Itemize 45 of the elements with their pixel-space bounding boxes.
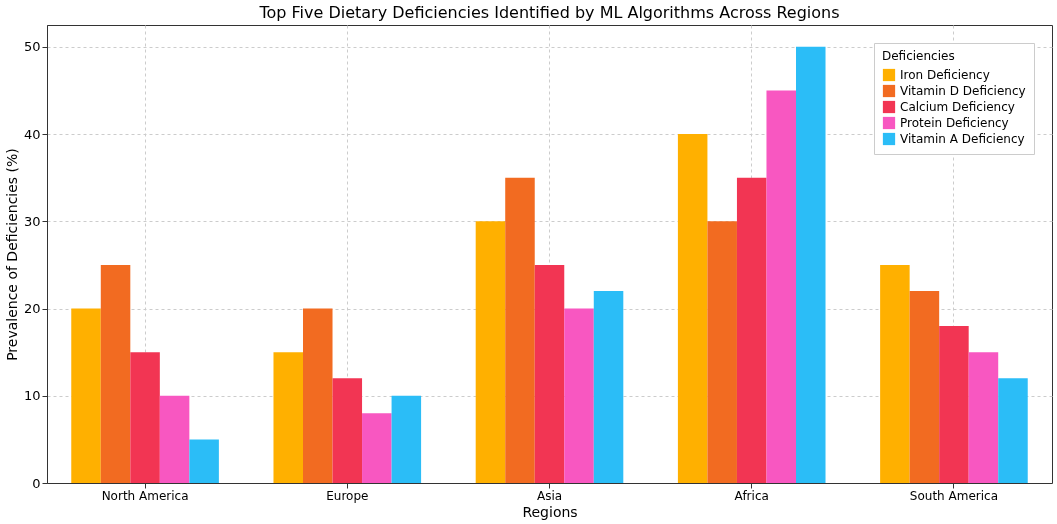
bar xyxy=(100,264,131,483)
y-tick-label: 0 xyxy=(32,475,41,491)
bar xyxy=(707,221,737,483)
legend-title: Deficiencies xyxy=(882,49,955,63)
y-tick-label: 10 xyxy=(23,388,41,404)
bar xyxy=(303,308,333,483)
bar xyxy=(564,308,594,483)
bar xyxy=(332,378,363,483)
bar xyxy=(189,439,219,483)
legend-label: Iron Deficiency xyxy=(900,68,990,82)
bar xyxy=(391,395,422,483)
bar xyxy=(130,352,160,483)
y-tick-label: 50 xyxy=(23,39,41,55)
bar xyxy=(766,90,796,483)
bar xyxy=(939,325,969,483)
bar xyxy=(880,264,910,483)
y-tick-label: 40 xyxy=(23,126,41,142)
legend-label: Vitamin D Deficiency xyxy=(900,84,1026,98)
bar xyxy=(505,177,535,483)
bar xyxy=(273,352,303,483)
x-axis-title: Regions xyxy=(522,503,578,520)
bar xyxy=(71,308,101,483)
legend-label: Protein Deficiency xyxy=(900,116,1009,130)
bar xyxy=(593,291,624,483)
bar xyxy=(362,413,392,483)
bar xyxy=(998,378,1028,483)
bar xyxy=(534,264,565,483)
bar xyxy=(968,352,999,483)
y-axis-title: Prevalence of Deficiencies (%) xyxy=(3,148,20,361)
bar xyxy=(736,177,767,483)
x-tick-label: Asia xyxy=(536,488,563,503)
bar xyxy=(159,395,190,483)
bar xyxy=(475,221,506,483)
x-tick-label: Africa xyxy=(734,488,769,503)
x-tick-label: South America xyxy=(909,488,999,503)
x-tick-label: North America xyxy=(101,488,189,503)
chart-title: Top Five Dietary Deficiencies Identified by ML Algorithms Across Regions xyxy=(258,3,840,22)
x-tick-label: Europe xyxy=(326,488,369,503)
legend-label: Vitamin A Deficiency xyxy=(900,132,1025,146)
y-tick-label: 20 xyxy=(23,301,41,317)
legend-label: Calcium Deficiency xyxy=(900,100,1015,114)
bar xyxy=(677,134,708,483)
y-tick-label: 30 xyxy=(23,213,41,229)
bar xyxy=(909,291,940,483)
bar xyxy=(796,46,826,483)
